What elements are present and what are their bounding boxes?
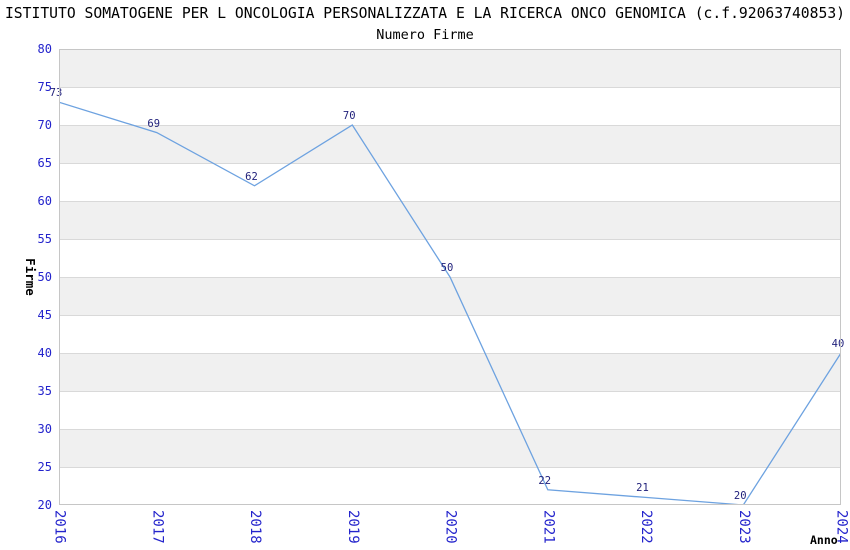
y-gridline xyxy=(59,467,841,468)
background-band xyxy=(59,125,841,163)
y-tick-label: 55 xyxy=(37,232,52,246)
x-tick-label: 2019 xyxy=(344,510,361,544)
y-tick-label: 30 xyxy=(37,422,52,436)
x-tick-label: 2018 xyxy=(247,510,263,544)
data-point-label: 20 xyxy=(733,490,747,502)
background-band xyxy=(59,353,841,391)
y-tick-label: 65 xyxy=(37,156,52,170)
y-gridline xyxy=(59,391,841,392)
y-tick-label: 60 xyxy=(37,194,52,208)
y-tick-label: 40 xyxy=(37,346,52,360)
y-gridline xyxy=(59,315,841,316)
x-tick-label: 2021 xyxy=(540,510,557,544)
y-tick-label: 80 xyxy=(37,42,52,56)
x-tick-label: 2016 xyxy=(51,510,68,544)
y-gridline xyxy=(59,87,841,88)
background-band xyxy=(59,201,841,239)
y-gridline xyxy=(59,125,841,126)
y-tick-label: 35 xyxy=(37,384,52,398)
background-band xyxy=(59,277,841,315)
data-point-label: 73 xyxy=(49,87,63,100)
y-gridline xyxy=(59,429,841,430)
x-axis-title: Anno xyxy=(810,533,838,547)
y-gridline xyxy=(59,353,841,354)
data-point-label: 22 xyxy=(538,474,552,487)
data-point-label: 69 xyxy=(147,117,161,130)
y-gridline xyxy=(59,239,841,240)
x-tick-label: 2022 xyxy=(638,510,654,544)
data-point-label: 21 xyxy=(636,482,649,495)
y-tick-label: 45 xyxy=(37,308,52,322)
data-point-label: 70 xyxy=(342,110,356,122)
chart-subtitle: Numero Firme xyxy=(376,27,474,43)
x-tick-label: 2020 xyxy=(442,510,459,544)
y-axis-title: Firme xyxy=(23,258,38,296)
y-gridline xyxy=(59,201,841,202)
data-point-label: 62 xyxy=(245,170,258,183)
x-tick-label: 2024 xyxy=(833,510,850,544)
y-tick-label: 70 xyxy=(37,118,52,132)
background-band xyxy=(59,429,841,467)
background-band xyxy=(59,49,841,87)
plot-area: 73 69 62 70 50 22 21 20 40 xyxy=(50,49,844,505)
y-tick-label: 20 xyxy=(37,498,52,512)
y-tick-label: 50 xyxy=(37,270,52,284)
y-tick-label: 75 xyxy=(37,80,52,94)
data-point-label: 50 xyxy=(440,262,454,274)
data-point-label: 40 xyxy=(831,338,845,350)
x-tick-label: 2017 xyxy=(149,510,166,544)
data-line xyxy=(59,101,841,505)
y-tick-label: 25 xyxy=(37,460,52,474)
y-gridline xyxy=(59,163,841,164)
x-tick-label: 2023 xyxy=(735,510,752,544)
chart-title: ISTITUTO SOMATOGENE PER L ONCOLOGIA PERS… xyxy=(4,5,846,22)
